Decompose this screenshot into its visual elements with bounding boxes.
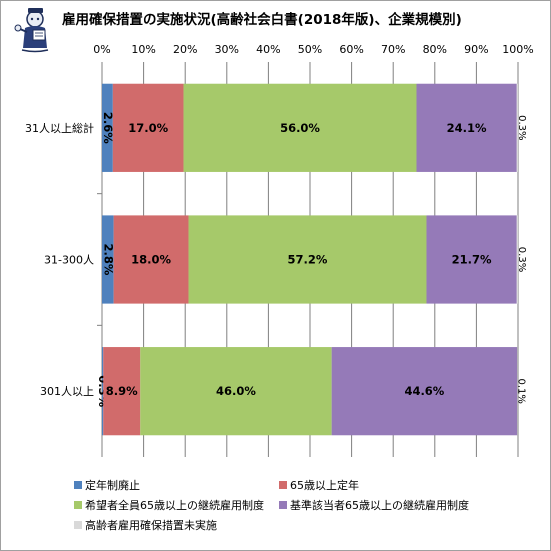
- x-tick-label: 40%: [256, 43, 280, 56]
- legend-label: 基準該当者65歳以上の継続雇用制度: [290, 499, 469, 512]
- bar-segment: [102, 347, 104, 436]
- data-label: 17.0%: [128, 121, 168, 135]
- bar-segment: [183, 83, 417, 172]
- legend-item: 希望者全員65歳以上の継続雇用制度: [74, 498, 264, 512]
- x-tick-label: 10%: [131, 43, 155, 56]
- data-label: 8.9%: [106, 384, 138, 398]
- legend-label: 65歳以上定年: [290, 479, 359, 492]
- legend-swatch: [279, 481, 287, 489]
- data-label: 18.0%: [131, 253, 171, 267]
- x-tick-label: 30%: [215, 43, 239, 56]
- bar-segment: [516, 83, 518, 172]
- data-label: 24.1%: [447, 121, 487, 135]
- mascot-logo: [6, 4, 56, 54]
- legend-swatch: [74, 481, 82, 489]
- x-tick-label: 80%: [423, 43, 447, 56]
- bar-segment: [113, 215, 189, 304]
- legend-label: 定年制廃止: [85, 479, 140, 492]
- legend-item: 基準該当者65歳以上の継続雇用制度: [279, 498, 469, 512]
- bar-segment: [102, 215, 114, 304]
- data-label: 44.6%: [404, 384, 444, 398]
- bar-segment: [102, 83, 113, 172]
- x-tick-label: 70%: [381, 43, 405, 56]
- data-label: 56.0%: [280, 121, 320, 135]
- data-label: 2.6%: [101, 112, 115, 144]
- category-label: 31-300人: [44, 254, 94, 267]
- data-label: 0.3%: [516, 247, 527, 272]
- legend-item: 65歳以上定年: [279, 478, 359, 492]
- data-label: 21.7%: [452, 253, 492, 267]
- legend-swatch: [279, 501, 287, 509]
- bar-segment: [416, 83, 517, 172]
- data-label: 0.1%: [516, 378, 527, 403]
- x-tick-label: 100%: [502, 43, 533, 56]
- category-label: 31人以上総計: [25, 121, 94, 135]
- data-label: 57.2%: [288, 253, 328, 267]
- bar-segment: [516, 215, 518, 304]
- bar-segment: [140, 347, 332, 436]
- chart-title: 雇用確保措置の実施状況(高齢社会白書(2018年版)、企業規模別): [62, 12, 462, 28]
- legend-item: 定年制廃止: [74, 478, 140, 492]
- legend-swatch: [74, 521, 82, 529]
- legend-label: 高齢者雇用確保措置未実施: [85, 519, 217, 532]
- x-tick-label: 50%: [298, 43, 322, 56]
- bar-segment: [112, 83, 184, 172]
- category-label: 301人以上: [40, 385, 94, 398]
- legend-item: 高齢者雇用確保措置未実施: [74, 518, 217, 532]
- x-tick-label: 90%: [464, 43, 488, 56]
- legend-label: 希望者全員65歳以上の継続雇用制度: [85, 499, 264, 512]
- bar-segment: [426, 215, 517, 304]
- bar-segment: [188, 215, 427, 304]
- data-label: 2.8%: [101, 244, 115, 276]
- legend-swatch: [74, 501, 82, 509]
- bar-segment: [331, 347, 518, 436]
- bar-segment: [103, 347, 141, 436]
- x-tick-label: 0%: [93, 43, 110, 56]
- data-label: 0.3%: [516, 115, 527, 140]
- x-tick-label: 20%: [173, 43, 197, 56]
- data-label: 46.0%: [216, 384, 256, 398]
- x-tick-label: 60%: [339, 43, 363, 56]
